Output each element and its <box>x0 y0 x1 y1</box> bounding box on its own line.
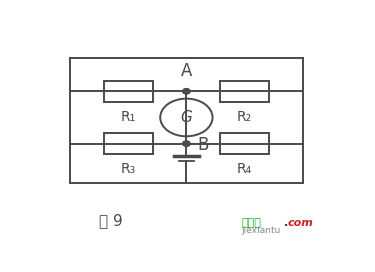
FancyBboxPatch shape <box>220 133 269 154</box>
Circle shape <box>183 89 190 94</box>
Text: 接线图: 接线图 <box>242 218 261 228</box>
Text: R₁: R₁ <box>121 110 136 124</box>
Circle shape <box>183 141 190 146</box>
FancyBboxPatch shape <box>220 81 269 102</box>
Text: B: B <box>197 136 209 154</box>
Text: .: . <box>284 218 288 228</box>
Text: G: G <box>180 110 192 125</box>
Text: 图 9: 图 9 <box>99 214 123 229</box>
FancyBboxPatch shape <box>104 81 153 102</box>
Text: R₂: R₂ <box>237 110 252 124</box>
Text: com: com <box>288 218 314 228</box>
Text: R₃: R₃ <box>121 162 136 177</box>
Text: jiexiantu: jiexiantu <box>242 226 281 235</box>
Text: R₄: R₄ <box>237 162 252 177</box>
Text: A: A <box>181 62 192 80</box>
FancyBboxPatch shape <box>104 133 153 154</box>
